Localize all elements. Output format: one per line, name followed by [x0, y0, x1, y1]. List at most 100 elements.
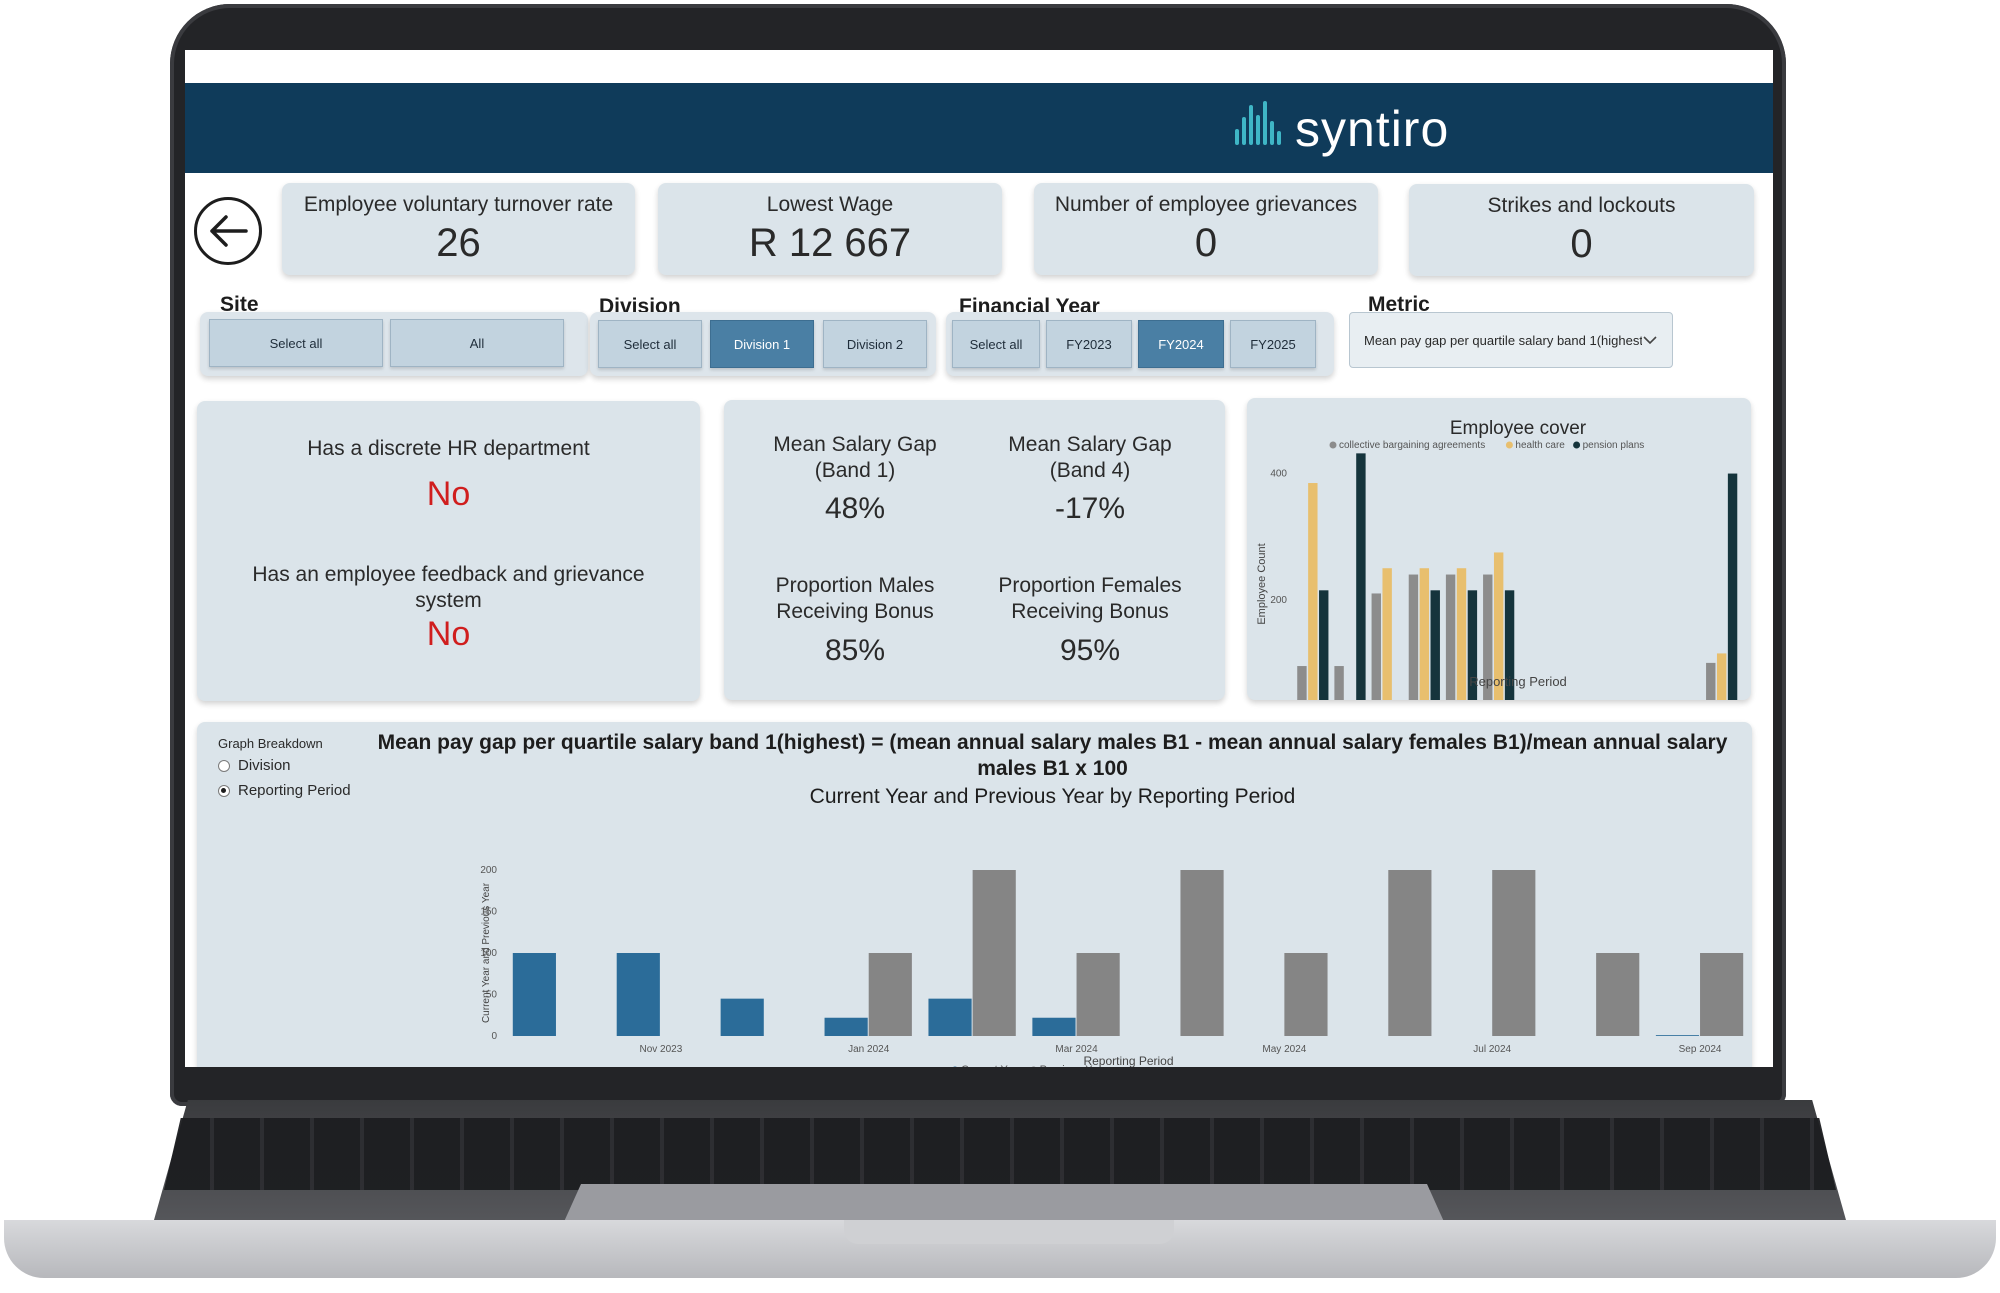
breakdown-option-reporting-period[interactable]: Reporting Period — [218, 782, 351, 799]
bar-collective-bargaining-agreements — [1706, 662, 1716, 700]
bar-pension-plans — [1319, 590, 1329, 700]
brand-logo: syntiro — [1233, 99, 1449, 159]
bar-collective-bargaining-agreements — [1371, 593, 1381, 700]
legend-label-current-year: Current Year — [961, 1064, 1023, 1067]
legend-label-previous-year: Previous Year — [1040, 1064, 1108, 1067]
bar-collective-bargaining-agreements — [1483, 574, 1493, 700]
y-tick-label: 200 — [480, 865, 497, 876]
kpi-strikes-card: Strikes and lockouts 0 — [1409, 184, 1754, 276]
bar-current-year — [616, 953, 660, 1036]
bar-current-year — [1655, 1035, 1700, 1036]
fy2023-chip[interactable]: FY2023 — [1046, 320, 1132, 368]
bar-pension-plans — [1430, 590, 1440, 700]
kpi-label: Lowest Wage — [766, 193, 894, 216]
kpi-value: 26 — [436, 221, 481, 265]
legend-swatch-health-care — [1505, 441, 1513, 449]
bar-health-care — [1456, 568, 1467, 700]
bar-previous-year — [1180, 870, 1224, 1036]
kpi-grievances-card: Number of employee grievances 0 — [1034, 183, 1378, 275]
kpi-turnover-card: Employee voluntary turnover rate 26 — [282, 183, 635, 275]
y-tick-label: 200 — [1270, 595, 1287, 606]
bar-previous-year — [1284, 953, 1328, 1036]
keyboard — [164, 1118, 1836, 1190]
bar-current-year — [1032, 1017, 1076, 1036]
bar-current-year — [928, 998, 972, 1036]
employee-cover-chart: Employee cover0200400Employee CountNov 2… — [1256, 418, 1738, 700]
bar-collective-bargaining-agreements — [1297, 666, 1307, 700]
site-all-chip[interactable]: All — [390, 319, 564, 367]
bar-collective-bargaining-agreements — [1445, 574, 1456, 700]
chevron-down-icon — [1643, 336, 1657, 345]
division-2-chip[interactable]: Division 2 — [823, 320, 927, 368]
bar-pension-plans — [1504, 590, 1515, 700]
syntiro-logo-icon — [1233, 101, 1285, 155]
x-tick-label: Mar 2024 — [1055, 1044, 1098, 1055]
legend-swatch-previous-year — [1031, 1066, 1036, 1067]
hr-department-answer: No — [426, 475, 471, 513]
site-slicer-title: Site — [220, 293, 259, 316]
metric-dropdown-value: Mean pay gap per quartile salary band 1(… — [1364, 332, 1642, 348]
metric-slicer-title: Metric — [1368, 293, 1430, 316]
arrow-left-icon — [210, 215, 248, 247]
fy-select-all-chip[interactable]: Select all — [952, 320, 1040, 368]
salary-gap-panel — [724, 400, 1225, 700]
legend-label-pension-plans: pension plans — [1583, 440, 1645, 451]
males-bonus-label: Proportion Males Receiving Bonus — [775, 574, 935, 623]
bar-previous-year — [972, 870, 1016, 1036]
pay-gap-chart-title: Mean pay gap per quartile salary band 1(… — [377, 731, 1728, 780]
kpi-label: Number of employee grievances — [1054, 193, 1358, 216]
gap-band1-label: Mean Salary Gap (Band 1) — [773, 433, 937, 482]
x-axis-label: Reporting Period — [1083, 1054, 1173, 1067]
metric-dropdown[interactable]: Mean pay gap per quartile salary band 1(… — [1349, 312, 1673, 368]
bar-previous-year — [1076, 953, 1120, 1036]
x-tick-label: Sep 2024 — [1679, 1044, 1722, 1055]
breakdown-option-division[interactable]: Division — [218, 757, 291, 774]
bar-health-care — [1308, 483, 1318, 700]
females-bonus-label: Proportion Females Receiving Bonus — [998, 574, 1182, 623]
x-tick-label: Jul 2024 — [1473, 1044, 1511, 1055]
kpi-value: 0 — [1194, 221, 1218, 265]
y-tick-label: 0 — [491, 1031, 497, 1042]
gap-band4-value: -17% — [1054, 492, 1126, 525]
site-select-all-chip[interactable]: Select all — [209, 319, 383, 367]
pay-gap-chart: 0 50 100 150 200 Current Year and Previous Ye… — [480, 865, 1744, 1067]
bar-health-care — [1382, 568, 1392, 700]
x-axis-label: Reporting Period — [1469, 674, 1567, 689]
y-axis-label: Employee Count — [1256, 543, 1268, 624]
bar-health-care — [1419, 568, 1430, 700]
x-tick-label: Jan 2024 — [848, 1044, 890, 1055]
bar-previous-year — [1388, 870, 1432, 1036]
y-tick-label: 100 — [480, 948, 497, 959]
y-tick-label: 400 — [1270, 469, 1287, 480]
bar-pension-plans — [1467, 590, 1478, 700]
kpi-lowest-wage-card: Lowest Wage R 12 667 — [658, 183, 1002, 275]
breakdown-option-label: Division — [238, 757, 291, 774]
radio-selected-icon — [218, 784, 230, 797]
bar-previous-year — [1492, 870, 1536, 1036]
kpi-label: Employee voluntary turnover rate — [303, 193, 614, 216]
chart-title: Employee cover — [1450, 418, 1587, 439]
pay-gap-chart-subtitle: Current Year and Previous Year by Report… — [809, 785, 1296, 808]
bar-pension-plans — [1356, 453, 1366, 700]
division-1-chip[interactable]: Division 1 — [710, 320, 814, 368]
dashboard-screen: syntiro Employee voluntary turnover rate… — [185, 50, 1773, 1067]
y-tick-label: 150 — [480, 907, 497, 918]
males-bonus-value: 85% — [824, 634, 886, 667]
fy2025-chip[interactable]: FY2025 — [1230, 320, 1316, 368]
females-bonus-value: 95% — [1059, 634, 1121, 667]
division-select-all-chip[interactable]: Select all — [598, 320, 702, 368]
bar-current-year — [824, 1017, 868, 1036]
bar-collective-bargaining-agreements — [1408, 574, 1419, 700]
fy2024-chip[interactable]: FY2024 — [1138, 320, 1224, 368]
legend-swatch-pension-plans — [1573, 441, 1581, 449]
legend-swatch-current-year — [953, 1066, 957, 1067]
back-button[interactable] — [194, 197, 262, 265]
laptop-notch — [844, 1220, 1174, 1244]
legend-swatch-collective-bargaining-agreements — [1329, 441, 1337, 449]
x-tick-label: May 2024 — [1262, 1044, 1306, 1055]
legend-label-collective-bargaining-agreements: collective bargaining agreements — [1339, 440, 1485, 451]
bar-previous-year — [1596, 953, 1640, 1036]
kpi-label: Strikes and lockouts — [1487, 194, 1676, 217]
bar-pension-plans — [1727, 473, 1738, 700]
graph-breakdown-title: Graph Breakdown — [218, 736, 323, 751]
